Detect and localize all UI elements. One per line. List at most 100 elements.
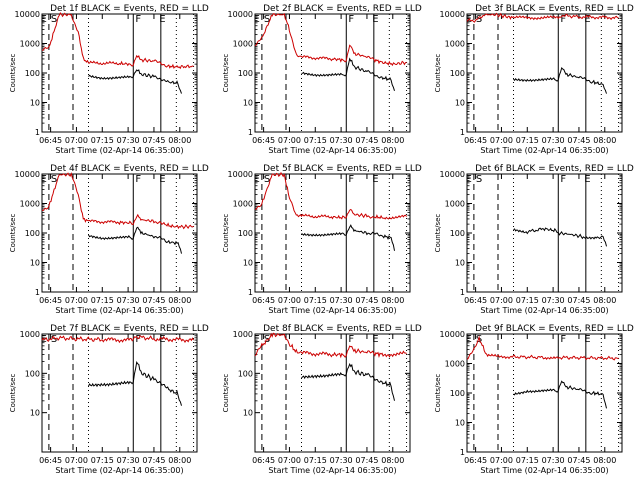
x-tick-label: 07:00 bbox=[278, 456, 301, 465]
plot-frame bbox=[41, 173, 198, 293]
x-tick-label: 06:45 bbox=[252, 296, 275, 305]
x-tick-label: 07:45 bbox=[567, 456, 590, 465]
x-tick-label: 07:15 bbox=[516, 296, 539, 305]
lld-series-line bbox=[466, 12, 619, 23]
x-tick-label: 07:15 bbox=[516, 456, 539, 465]
chart-title: Det 4f BLACK = Events, RED = LLD bbox=[50, 164, 209, 174]
y-tick-label: 10000 bbox=[440, 330, 465, 339]
y-axis-label: Counts/sec bbox=[9, 54, 17, 93]
x-tick-label: 08:00 bbox=[168, 456, 191, 465]
lld-series-line bbox=[254, 332, 407, 359]
y-tick-label: 1 bbox=[35, 128, 40, 137]
chart-title: Det 1f BLACK = Events, RED = LLD bbox=[50, 4, 209, 14]
x-tick-label: 08:00 bbox=[593, 456, 616, 465]
x-axis-label: Start Time (02-Apr-14 06:35:00) bbox=[480, 466, 608, 475]
x-tick-label: 07:45 bbox=[355, 136, 378, 145]
x-tick-label: 07:30 bbox=[330, 296, 353, 305]
marker-label-s: S bbox=[51, 174, 57, 185]
marker-label-e: E bbox=[372, 334, 378, 345]
y-tick-label: 1000 bbox=[445, 200, 465, 209]
y-tick-label: 100 bbox=[25, 229, 40, 238]
y-tick-label: 10 bbox=[243, 99, 253, 108]
y-axis-label: Counts/sec bbox=[434, 54, 442, 93]
x-tick-label: 08:00 bbox=[593, 296, 616, 305]
y-tick-label: 1 bbox=[460, 128, 465, 137]
y-tick-label: 10 bbox=[30, 259, 40, 268]
marker-label-f: F bbox=[135, 174, 141, 185]
x-tick-label: 07:15 bbox=[304, 296, 327, 305]
events-series-line bbox=[513, 67, 607, 94]
x-tick-label: 07:30 bbox=[542, 136, 565, 145]
y-tick-label: 10000 bbox=[15, 170, 40, 179]
x-tick-label: 07:30 bbox=[542, 296, 565, 305]
lld-series-line bbox=[254, 13, 407, 67]
events-series-line bbox=[301, 57, 395, 91]
marker-label-s: S bbox=[476, 174, 482, 185]
chart-panel-det-3: Det 3f BLACK = Events, RED = LLD 1 10 100 10… bbox=[434, 4, 634, 155]
x-tick-label: 07:45 bbox=[142, 456, 165, 465]
x-tick-label: 08:00 bbox=[381, 136, 404, 145]
events-series-line bbox=[513, 227, 607, 247]
x-tick-label: 08:00 bbox=[381, 296, 404, 305]
chart-title: Det 9f BLACK = Events, RED = LLD bbox=[475, 324, 634, 334]
marker-label-f: F bbox=[348, 14, 354, 25]
y-tick-label: 1000 bbox=[445, 360, 465, 369]
chart-panel-det-6: Det 6f BLACK = Events, RED = LLD 1 10 100 10… bbox=[434, 164, 634, 315]
marker-label-f: F bbox=[560, 14, 566, 25]
x-tick-label: 07:15 bbox=[304, 456, 327, 465]
y-tick-label: 10 bbox=[30, 99, 40, 108]
x-tick-label: 07:45 bbox=[142, 136, 165, 145]
marker-label-e: E bbox=[159, 14, 165, 25]
chart-panel-det-9: Det 9f BLACK = Events, RED = LLD 1 10 100 10… bbox=[434, 324, 634, 475]
y-tick-label: 100 bbox=[238, 369, 253, 378]
y-tick-label: 100 bbox=[450, 229, 465, 238]
x-tick-label: 07:30 bbox=[330, 136, 353, 145]
chart-title: Det 3f BLACK = Events, RED = LLD bbox=[475, 4, 634, 14]
y-tick-label: 10000 bbox=[440, 10, 465, 19]
y-axis-label: Counts/sec bbox=[222, 214, 230, 253]
y-tick-label: 100 bbox=[238, 229, 253, 238]
lld-series-line bbox=[41, 172, 194, 230]
y-axis-label: Counts/sec bbox=[434, 374, 442, 413]
chart-title: Det 2f BLACK = Events, RED = LLD bbox=[263, 4, 422, 14]
marker-label-e: E bbox=[584, 334, 590, 345]
marker-label-s: S bbox=[51, 14, 57, 25]
marker-label-e: E bbox=[584, 14, 590, 25]
y-tick-label: 10 bbox=[455, 419, 465, 428]
marker-label-f: F bbox=[135, 14, 141, 25]
marker-label-f: F bbox=[135, 334, 141, 345]
x-axis-label: Start Time (02-Apr-14 06:35:00) bbox=[55, 306, 183, 315]
marker-label-e: E bbox=[41, 14, 47, 25]
x-tick-label: 08:00 bbox=[381, 456, 404, 465]
x-axis-label: Start Time (02-Apr-14 06:35:00) bbox=[268, 466, 396, 475]
x-tick-label: 06:45 bbox=[39, 456, 62, 465]
x-tick-label: 07:00 bbox=[65, 456, 88, 465]
y-tick-label: 1 bbox=[460, 448, 465, 457]
y-tick-label: 1 bbox=[460, 288, 465, 297]
y-tick-label: 10000 bbox=[228, 10, 253, 19]
x-tick-label: 06:45 bbox=[39, 296, 62, 305]
y-tick-label: 100 bbox=[25, 369, 40, 378]
x-tick-label: 07:30 bbox=[117, 456, 140, 465]
x-tick-label: 07:00 bbox=[278, 296, 301, 305]
x-tick-label: 06:45 bbox=[252, 136, 275, 145]
x-tick-label: 08:00 bbox=[168, 296, 191, 305]
y-tick-label: 1 bbox=[248, 128, 253, 137]
plot-frame bbox=[41, 333, 198, 453]
y-tick-label: 1000 bbox=[20, 200, 40, 209]
y-tick-label: 10000 bbox=[228, 170, 253, 179]
y-tick-label: 10 bbox=[455, 259, 465, 268]
y-tick-label: 1000 bbox=[233, 40, 253, 49]
x-tick-label: 07:15 bbox=[91, 136, 114, 145]
y-tick-label: 100 bbox=[450, 389, 465, 398]
x-tick-label: 08:00 bbox=[593, 136, 616, 145]
x-tick-label: 07:30 bbox=[117, 296, 140, 305]
y-axis-label: Counts/sec bbox=[434, 214, 442, 253]
marker-label-e: E bbox=[41, 174, 47, 185]
x-tick-label: 07:00 bbox=[490, 136, 513, 145]
events-series-line bbox=[88, 69, 182, 94]
marker-label-e: E bbox=[372, 174, 378, 185]
chart-panel-det-8: Det 8f BLACK = Events, RED = LLD 10 100 100… bbox=[222, 324, 422, 475]
marker-label-e: E bbox=[466, 334, 472, 345]
marker-label-f: F bbox=[348, 174, 354, 185]
